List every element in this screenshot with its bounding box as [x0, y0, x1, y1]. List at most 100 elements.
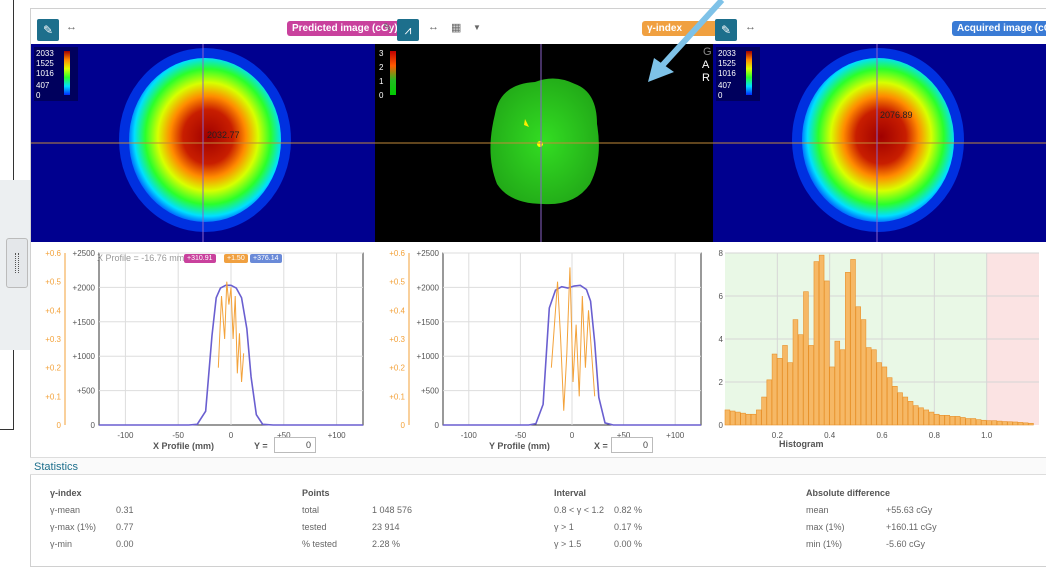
pipette-tool-button-2[interactable]: ✎ — [715, 19, 737, 41]
stats-key: % tested — [302, 539, 338, 549]
stats-value: 2.28 % — [372, 539, 401, 549]
y-profile-xtick-label: 0 — [570, 431, 575, 440]
histogram-bar — [1022, 422, 1029, 426]
histogram-bar — [724, 409, 731, 426]
histogram-bar — [813, 261, 820, 426]
predicted-dose-panel[interactable]: 2032.77 2033 1525 1016 407 0 — [31, 44, 375, 242]
stats-row: total 1 048 576 — [302, 503, 412, 520]
histogram-axis-label: Histogram — [779, 439, 824, 449]
stats-row: γ-mean 0.31 — [50, 503, 134, 520]
chevron-down-icon[interactable]: ▼ — [473, 23, 481, 32]
y-profile-yleft-tick-label: +0.1 — [389, 392, 405, 401]
y-profile-yleft-tick-label: +0.2 — [389, 364, 405, 373]
gamma-analysis-window: ✎ ↔ Predicted image (cGy) ✎ ⩘ ↔ ▦ ▼ γ-in… — [30, 8, 1046, 567]
predicted-dose-value: 2032.77 — [207, 130, 240, 140]
histogram-bar — [1012, 421, 1018, 426]
histogram-bar — [777, 358, 783, 426]
gamma-map — [375, 44, 713, 242]
x-profile-title: X Profile = -16.76 mm — [97, 253, 185, 263]
histogram-xtick-label: 0.6 — [876, 431, 888, 440]
side-panel-grip-handle[interactable] — [6, 238, 28, 288]
x-profile-badge-2: +1.50 — [224, 254, 248, 263]
x-profile-yleft-tick-label: 0 — [57, 421, 62, 430]
grid-icon[interactable]: ▦ — [451, 22, 462, 34]
histogram-bar — [996, 420, 1003, 426]
points-stats-heading: Points — [302, 488, 330, 498]
interval-stats-heading: Interval — [554, 488, 587, 498]
stats-row: % tested 2.28 % — [302, 537, 412, 554]
x-coord-input[interactable]: 0 — [611, 437, 653, 453]
gamma-cbar-tick-2: 1 — [379, 77, 384, 86]
pipette-tool-button[interactable]: ✎ — [37, 19, 59, 41]
y-profile-yright-tick-label: 0 — [435, 421, 440, 430]
profile-chart-button[interactable]: ⩘ — [397, 19, 419, 41]
y-profile-yleft-tick-label: +0.6 — [389, 249, 405, 258]
histogram-chart[interactable]: 0.2 0.4 0.6 0.8 1.0 0 2 4 6 8 — [713, 247, 1046, 465]
pipette-icon[interactable]: ✎ — [383, 22, 393, 34]
y-coord-input[interactable]: 0 — [274, 437, 316, 453]
histogram-bar — [986, 420, 992, 426]
x-profile-yright-tick-label: +500 — [77, 387, 96, 396]
acquired-cbar-tick-0: 2033 — [718, 49, 736, 58]
acquired-dose-panel[interactable]: 2076.89 2033 1525 1016 407 0 — [713, 44, 1046, 242]
y-profile-gamma-series — [550, 267, 596, 411]
gamma-label-a: A — [702, 59, 710, 71]
statistics-title: Statistics — [34, 461, 79, 473]
y-profile-xtick-label: -50 — [515, 431, 527, 440]
acquired-dose-value: 2076.89 — [880, 110, 913, 120]
stats-row: min (1%) -5.60 cGy — [806, 537, 937, 554]
x-profile-yright-tick-label: +2000 — [73, 283, 96, 292]
predicted-image-label: Predicted image (cGy) — [287, 21, 403, 36]
histogram-bar — [834, 340, 841, 426]
stats-key: γ-mean — [50, 505, 81, 515]
histogram-bar — [866, 347, 872, 426]
gamma-map-panel[interactable]: 3 2 1 0 G A R — [375, 44, 713, 242]
x-profile-chart[interactable]: -100 -50 0 +50 +1000+500+1000+1500+2000+2500… — [31, 247, 375, 465]
y-profile-yright-tick-label: +2000 — [417, 283, 440, 292]
x-profile-yright-tick-label: +1000 — [73, 352, 96, 361]
gamma-label-r: R — [702, 72, 710, 84]
stats-row: γ-min 0.00 — [50, 537, 134, 554]
x-profile-yleft-tick-label: +0.5 — [45, 278, 61, 287]
histogram-bar — [771, 353, 778, 426]
x-profile-dose-series — [99, 284, 363, 426]
stats-value: -5.60 cGy — [886, 539, 926, 549]
stats-value: +160.11 cGy — [886, 522, 937, 532]
resize-arrows-icon[interactable]: ↔ — [66, 21, 77, 33]
stats-key: total — [302, 505, 320, 515]
stats-row: mean +55.63 cGy — [806, 503, 937, 520]
x-profile-gamma-series — [217, 281, 245, 383]
stats-value: 0.82 % — [614, 505, 643, 515]
histogram-bar — [792, 319, 799, 426]
histogram-xtick-label: 1.0 — [981, 431, 993, 440]
histogram-bar — [1002, 421, 1008, 426]
stats-key: 0.8 < γ < 1.2 — [554, 505, 605, 515]
resize-arrows-icon-2[interactable]: ↔ — [428, 21, 439, 33]
histogram-bar — [808, 345, 814, 426]
resize-arrows-icon-3[interactable]: ↔ — [745, 21, 756, 33]
acquired-colorbar: 2033 1525 1016 407 0 — [716, 47, 760, 101]
histogram-bar — [787, 362, 793, 426]
histogram-bar — [886, 377, 893, 426]
gamma-stats-section: γ-index γ-mean 0.31 γ-max (1%) 0.77 γ-min 0… — [50, 488, 134, 554]
y-profile-yleft-tick-label: 0 — [401, 421, 406, 430]
y-profile-yleft-tick-label: +0.5 — [389, 278, 405, 287]
x-profile-yleft-tick-label: +0.2 — [45, 364, 61, 373]
y-coord-label: Y = — [254, 441, 268, 451]
histogram-bar — [907, 401, 914, 426]
x-profile-xtick-label: +100 — [328, 431, 347, 440]
histogram-xtick-label: 0.2 — [772, 431, 784, 440]
histogram-bar — [876, 362, 882, 426]
predicted-cbar-tick-1: 1525 — [36, 59, 54, 68]
gamma-stats-heading: γ-index — [50, 488, 82, 498]
y-profile-chart[interactable]: -100 -50 0 +50 +1000+500+1000+1500+2000+2500… — [375, 247, 713, 465]
histogram-bar — [766, 379, 772, 426]
histogram-bar — [970, 418, 977, 426]
stats-key: tested — [302, 522, 327, 532]
y-profile-dose-series — [443, 284, 701, 426]
y-profile-xtick-label: +50 — [617, 431, 631, 440]
histogram-bar — [913, 405, 919, 426]
histogram-bar — [1017, 422, 1024, 426]
histogram-bar — [928, 411, 935, 426]
histogram-bar — [918, 407, 924, 426]
